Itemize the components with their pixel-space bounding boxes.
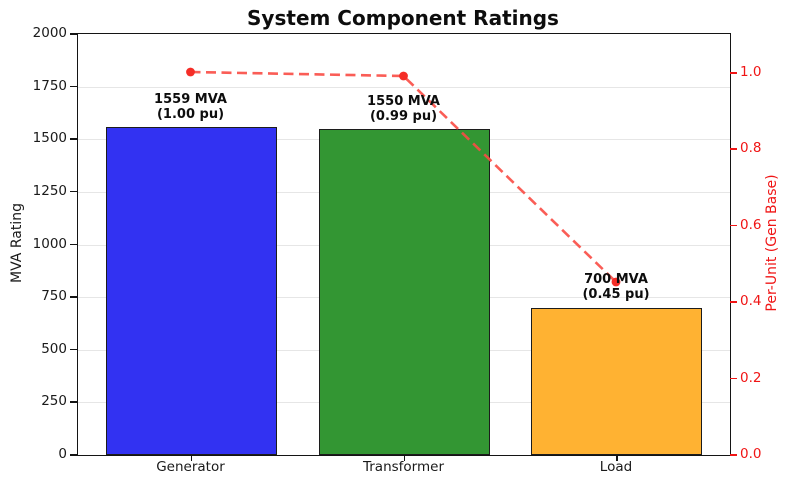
left-tick-1750	[70, 85, 77, 88]
annotation-generator-pu: (1.00 pu)	[156, 107, 225, 122]
right-tick-label: 0.6	[740, 216, 762, 233]
left-tick-2000	[70, 33, 77, 35]
left-tick-0	[70, 454, 77, 456]
left-tick-label: 500	[41, 340, 67, 357]
left-tick-500	[70, 348, 77, 351]
left-tick-label: 2000	[32, 25, 67, 41]
left-tick-750	[70, 296, 77, 298]
left-axis-title: MVA Rating	[9, 203, 25, 283]
gridline-1750	[78, 86, 730, 88]
left-tick-label: 1500	[32, 130, 67, 147]
annotation-transformer-pu: (0.99 pu)	[369, 109, 438, 124]
right-tick-0.0	[730, 454, 737, 456]
x-tick-label-load: Load	[599, 459, 633, 475]
left-tick-250	[70, 401, 77, 403]
left-tick-label: 750	[41, 288, 67, 305]
bar-load	[531, 308, 702, 455]
right-tick-1.0	[730, 72, 737, 74]
right-tick-label: 0.4	[740, 293, 762, 310]
right-tick-0.4	[730, 301, 737, 303]
x-tick-label-transformer: Transformer	[362, 459, 445, 475]
right-tick-label: 0.8	[740, 140, 762, 157]
left-tick-1000	[70, 243, 77, 245]
bar-transformer	[319, 129, 490, 455]
annotation-generator-mva: 1559 MVA	[154, 92, 227, 107]
right-tick-label: 0.0	[740, 446, 762, 462]
chart-title: System Component Ratings	[247, 6, 559, 30]
annotation-load: 700 MVA (0.45 pu)	[582, 272, 649, 302]
right-tick-0.6	[730, 224, 737, 227]
right-tick-0.2	[730, 377, 737, 380]
left-tick-label: 1250	[32, 182, 67, 199]
annotation-load-mva: 700 MVA	[584, 272, 648, 287]
left-tick-1250	[70, 190, 77, 193]
x-tick-label-generator: Generator	[156, 459, 225, 475]
x-tick-load	[616, 455, 618, 461]
left-tick-label: 1750	[32, 77, 67, 94]
right-tick-label: 1.0	[740, 64, 762, 80]
x-tick-transformer	[403, 455, 405, 461]
left-tick-1500	[70, 138, 77, 140]
annotation-transformer-mva: 1550 MVA	[367, 94, 440, 109]
left-tick-label: 0	[58, 446, 67, 462]
right-axis-title: Per-Unit (Gen Base)	[764, 174, 780, 312]
annotation-transformer: 1550 MVA (0.99 pu)	[367, 94, 440, 124]
left-tick-label: 1000	[32, 235, 67, 252]
annotation-load-pu: (0.45 pu)	[582, 287, 650, 302]
left-tick-label: 250	[41, 393, 67, 410]
right-tick-label: 0.2	[740, 369, 762, 386]
annotation-generator: 1559 MVA (1.00 pu)	[154, 92, 227, 122]
x-tick-generator	[190, 455, 192, 461]
right-tick-0.8	[730, 148, 737, 150]
bar-generator	[106, 127, 277, 455]
